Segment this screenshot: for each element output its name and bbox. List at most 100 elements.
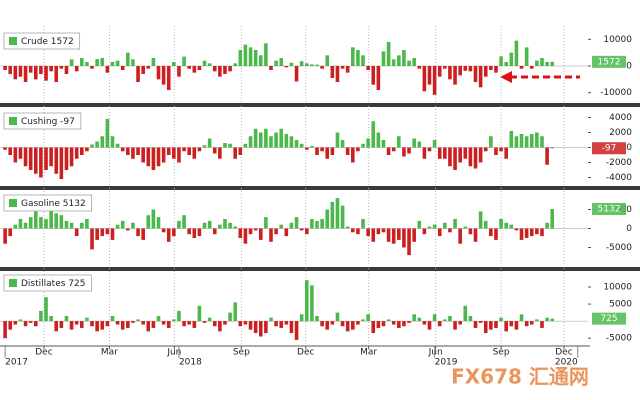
legend-label: Cushing -97 (21, 117, 75, 127)
bar (417, 141, 422, 148)
y-tick-label: 2000 (609, 128, 632, 138)
bar (141, 321, 145, 325)
y-tick-label: -2000 (606, 158, 632, 168)
x-tick-label: Sep (493, 348, 510, 358)
bar (397, 55, 401, 66)
bar (105, 119, 110, 148)
bar (177, 310, 181, 322)
bar (478, 321, 483, 323)
bar (524, 321, 529, 327)
bar (13, 66, 18, 80)
bar (315, 316, 319, 322)
y-tick-label: -4000 (606, 173, 632, 183)
bar (192, 147, 197, 159)
bar (115, 60, 120, 66)
bar (223, 66, 227, 74)
separator (0, 267, 640, 271)
bar (74, 228, 79, 237)
value-tag (592, 202, 626, 215)
bar (54, 321, 59, 332)
bar (483, 220, 488, 229)
bar (519, 66, 524, 69)
bar (248, 321, 253, 330)
bar (381, 140, 386, 148)
bar (243, 44, 248, 66)
bar (335, 312, 340, 322)
separator (0, 186, 640, 190)
bar (371, 66, 376, 85)
bar (269, 317, 273, 322)
bar (253, 50, 258, 66)
bar (499, 147, 503, 152)
bar (166, 321, 171, 328)
bar (351, 147, 355, 163)
bar (264, 128, 268, 148)
bar (473, 321, 478, 328)
bar (105, 321, 110, 327)
bar (519, 314, 524, 322)
bar (299, 228, 304, 231)
bar (64, 147, 69, 170)
bar (233, 226, 237, 229)
bar (478, 147, 483, 163)
bar (223, 321, 227, 325)
bar (146, 66, 151, 69)
legend: Distillates 725 (3, 274, 92, 292)
bar (146, 215, 151, 229)
bar (228, 222, 232, 229)
bar (131, 222, 135, 229)
bar (412, 138, 416, 148)
bar (422, 228, 427, 235)
bar (402, 147, 406, 157)
bar (289, 136, 294, 148)
bar (90, 66, 94, 69)
bar (90, 228, 94, 250)
y-tick-label: -10000 (600, 88, 632, 98)
bar (156, 217, 161, 229)
x-tick-label: Sep (233, 348, 250, 358)
legend-label: Distillates 725 (21, 279, 85, 289)
bar (274, 228, 278, 235)
arrow-annotation (500, 71, 580, 83)
bar (540, 321, 544, 328)
bar (386, 42, 391, 66)
bar (351, 228, 355, 233)
bar (95, 59, 99, 66)
bar (417, 66, 422, 69)
legend: Crude 1572 (3, 32, 81, 50)
bar (13, 321, 18, 325)
bar (545, 62, 549, 66)
bar (151, 209, 156, 229)
x-tick-label: Mar (360, 348, 377, 358)
bar (437, 147, 442, 159)
bar (381, 321, 386, 327)
bar (330, 66, 335, 78)
bar (489, 321, 493, 330)
bar (371, 228, 376, 242)
bar (489, 136, 493, 148)
bar (115, 224, 120, 229)
y-tick-label: 0 (626, 143, 632, 153)
bar (207, 63, 212, 66)
watermark: FX678 汇通网 (451, 365, 589, 389)
bar (80, 222, 84, 229)
bar (74, 147, 79, 159)
bar (18, 218, 23, 229)
bar (269, 136, 273, 148)
bar (182, 56, 186, 66)
bar (437, 66, 442, 77)
bar (524, 47, 529, 66)
bar (228, 312, 232, 322)
bar (120, 66, 125, 70)
bar (320, 66, 324, 69)
bar (529, 66, 534, 69)
bar (141, 66, 145, 74)
bar (315, 220, 319, 229)
bar (443, 222, 447, 229)
bar (110, 316, 115, 322)
bar (463, 226, 468, 229)
bar (105, 228, 110, 235)
bar (335, 132, 340, 148)
bar (468, 147, 473, 167)
bar (238, 50, 243, 66)
